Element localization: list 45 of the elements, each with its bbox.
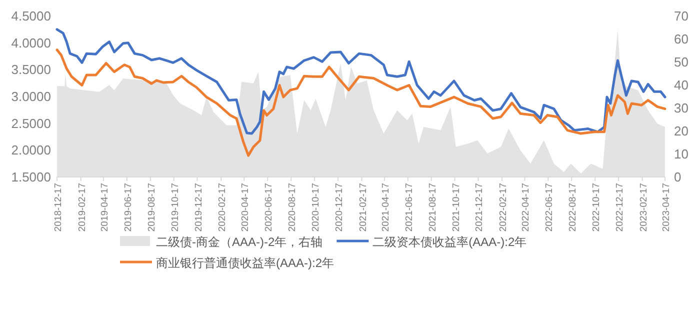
y-tick-label: 1.5000 <box>11 170 51 184</box>
legend-label: 商业银行普通债收益率(AAA-):2年 <box>156 256 334 270</box>
y2-tick-label: 20 <box>674 124 688 138</box>
y2-tick-label: 10 <box>674 146 688 162</box>
y2-tick-label: 70 <box>674 8 688 24</box>
x-tick-label: 2020-02-17 <box>217 183 228 232</box>
x-tick-label: 2021-02-17 <box>358 183 369 232</box>
y-tick-label: 3.5000 <box>11 62 51 78</box>
x-tick-label: 2021-06-17 <box>404 183 415 232</box>
x-tick-label: 2018-12-17 <box>53 183 64 232</box>
x-tick-label: 2020-08-17 <box>287 183 298 232</box>
y2-tick-label: 0 <box>674 170 682 184</box>
x-tick-label: 2022-02-17 <box>498 183 510 232</box>
x-tick-label: 2021-08-17 <box>427 183 438 232</box>
x-tick-label: 2022-12-17 <box>614 183 626 232</box>
x-tick-label: 2020-10-17 <box>310 183 322 232</box>
y-tick-label: 4.0000 <box>11 35 51 50</box>
legend-label: 二级债-商金（AAA-)-2年，右轴 <box>156 235 323 249</box>
x-tick-label: 2022-04-17 <box>520 183 532 232</box>
x-tick-label: 2020-06-17 <box>264 183 275 232</box>
x-tick-label: 2020-12-17 <box>334 183 345 232</box>
y2-tick-label: 40 <box>674 78 688 92</box>
y-tick-label: 2.0000 <box>11 142 51 158</box>
x-tick-label: 2020-04-17 <box>240 183 252 232</box>
x-tick-label: 2019-04-17 <box>100 183 111 232</box>
y-tick-label: 3.0000 <box>11 89 51 104</box>
x-tick-label: 2023-04-17 <box>661 183 672 232</box>
y-tick-label: 4.5000 <box>11 8 51 24</box>
y2-tick-label: 50 <box>674 54 688 70</box>
y2-tick-label: 60 <box>674 32 688 46</box>
x-tick-label: 2021-04-17 <box>380 183 392 232</box>
x-tick-label: 2019-08-17 <box>146 183 158 232</box>
x-tick-label: 2019-06-17 <box>122 183 134 232</box>
x-tick-label: 2021-12-17 <box>474 183 486 232</box>
x-tick-label: 2019-12-17 <box>193 183 204 232</box>
x-tick-label: 2019-02-17 <box>76 183 88 232</box>
legend-label: 二级资本债收益率(AAA-):2年 <box>372 235 527 249</box>
y2-tick-label: 30 <box>674 100 688 116</box>
y-tick-label: 2.5000 <box>11 116 51 131</box>
x-tick-label: 2023-02-17 <box>638 183 650 232</box>
x-tick-label: 2021-10-17 <box>450 183 462 232</box>
x-tick-label: 2022-10-17 <box>591 183 602 232</box>
x-tick-label: 2022-06-17 <box>544 183 556 232</box>
x-tick-label: 2019-10-17 <box>170 183 181 232</box>
x-tick-label: 2022-08-17 <box>568 183 579 232</box>
